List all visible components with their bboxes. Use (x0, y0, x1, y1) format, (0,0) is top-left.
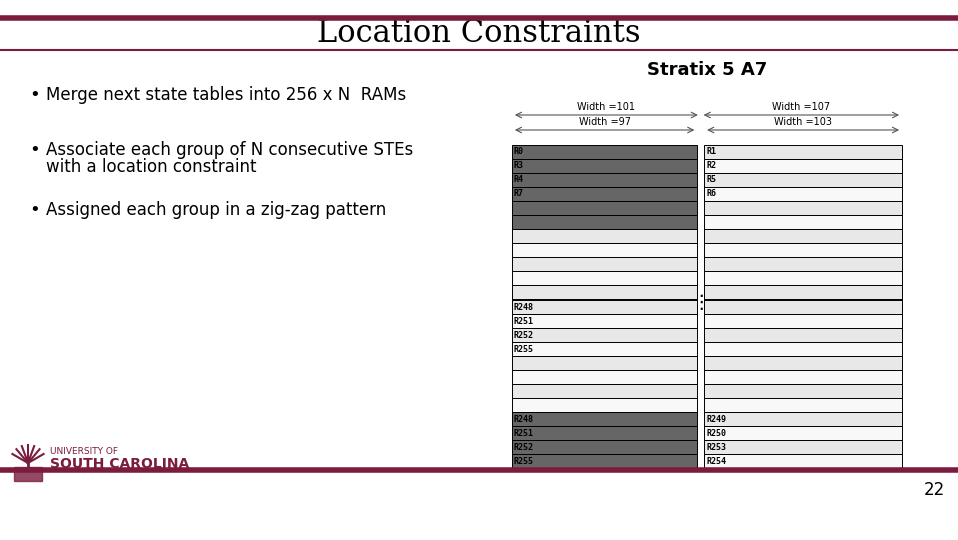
Bar (704, 370, 902, 384)
Bar (704, 454, 902, 468)
Bar (512, 243, 697, 257)
Bar (512, 370, 697, 384)
Bar (512, 215, 697, 229)
Text: R4: R4 (514, 176, 524, 185)
Text: Merge next state tables into 256 x N  RAMs: Merge next state tables into 256 x N RAM… (46, 86, 406, 104)
Text: R252: R252 (514, 442, 534, 451)
Bar (512, 229, 697, 243)
Bar (512, 145, 697, 159)
Text: R250: R250 (706, 429, 726, 437)
Bar (704, 285, 902, 299)
Bar (512, 454, 697, 468)
Text: R6: R6 (706, 190, 717, 199)
Bar (704, 384, 902, 398)
Text: UNIVERSITY OF: UNIVERSITY OF (50, 447, 118, 456)
Bar (512, 398, 697, 412)
Bar (512, 285, 697, 299)
Bar (704, 229, 902, 243)
Bar (512, 412, 697, 426)
Text: R249: R249 (706, 415, 726, 423)
Bar (704, 314, 902, 328)
Text: Stratix 5 A7: Stratix 5 A7 (647, 61, 767, 79)
Bar (704, 412, 902, 426)
Bar (704, 356, 902, 370)
Bar (704, 426, 902, 440)
Bar (512, 271, 697, 285)
Bar (512, 342, 697, 356)
Text: R2: R2 (706, 161, 717, 171)
Bar (704, 201, 902, 215)
Bar (512, 426, 697, 440)
Text: •: • (30, 141, 40, 159)
Text: R251: R251 (514, 316, 534, 326)
Bar (512, 356, 697, 370)
Bar (704, 342, 902, 356)
Text: R5: R5 (706, 176, 717, 185)
Text: Associate each group of N consecutive STEs: Associate each group of N consecutive ST… (46, 141, 413, 159)
Bar (704, 215, 902, 229)
Text: ⋮: ⋮ (691, 293, 711, 312)
Bar (704, 173, 902, 187)
Text: Width =101: Width =101 (578, 102, 635, 112)
Text: with a location constraint: with a location constraint (46, 158, 257, 176)
Text: R255: R255 (514, 345, 534, 354)
Bar (512, 299, 697, 313)
Text: R252: R252 (514, 330, 534, 340)
Bar (512, 201, 697, 215)
Text: •: • (30, 201, 40, 219)
Text: R3: R3 (514, 161, 524, 171)
Text: Assigned each group in a zig-zag pattern: Assigned each group in a zig-zag pattern (46, 201, 386, 219)
Bar (704, 271, 902, 285)
Bar (512, 328, 697, 342)
Bar (512, 300, 697, 314)
Bar (704, 243, 902, 257)
Text: Width =103: Width =103 (774, 117, 833, 127)
Text: 22: 22 (924, 481, 945, 499)
Text: R0: R0 (514, 147, 524, 157)
Bar (704, 300, 902, 314)
Text: SOUTH CAROLINA: SOUTH CAROLINA (50, 457, 190, 471)
Bar (512, 159, 697, 173)
Text: R1: R1 (706, 147, 717, 157)
Text: R253: R253 (706, 442, 726, 451)
Bar (704, 145, 902, 159)
Text: •: • (30, 86, 40, 104)
Text: R255: R255 (514, 456, 534, 465)
Text: Width =97: Width =97 (579, 117, 630, 127)
Bar (704, 159, 902, 173)
Bar (704, 257, 902, 271)
Bar (14, 467, 42, 481)
Text: R248: R248 (514, 302, 534, 312)
Bar (512, 314, 697, 328)
Bar (704, 398, 902, 412)
Text: R254: R254 (706, 456, 726, 465)
Bar (512, 173, 697, 187)
Bar (512, 384, 697, 398)
Bar (512, 257, 697, 271)
Text: Location Constraints: Location Constraints (317, 17, 641, 49)
Bar (704, 187, 902, 201)
Text: R248: R248 (514, 415, 534, 423)
Bar (704, 328, 902, 342)
Text: Width =107: Width =107 (772, 102, 831, 112)
Text: R7: R7 (514, 190, 524, 199)
Text: R251: R251 (514, 429, 534, 437)
Bar (704, 299, 902, 313)
Bar (512, 440, 697, 454)
Bar (704, 440, 902, 454)
Bar (512, 187, 697, 201)
